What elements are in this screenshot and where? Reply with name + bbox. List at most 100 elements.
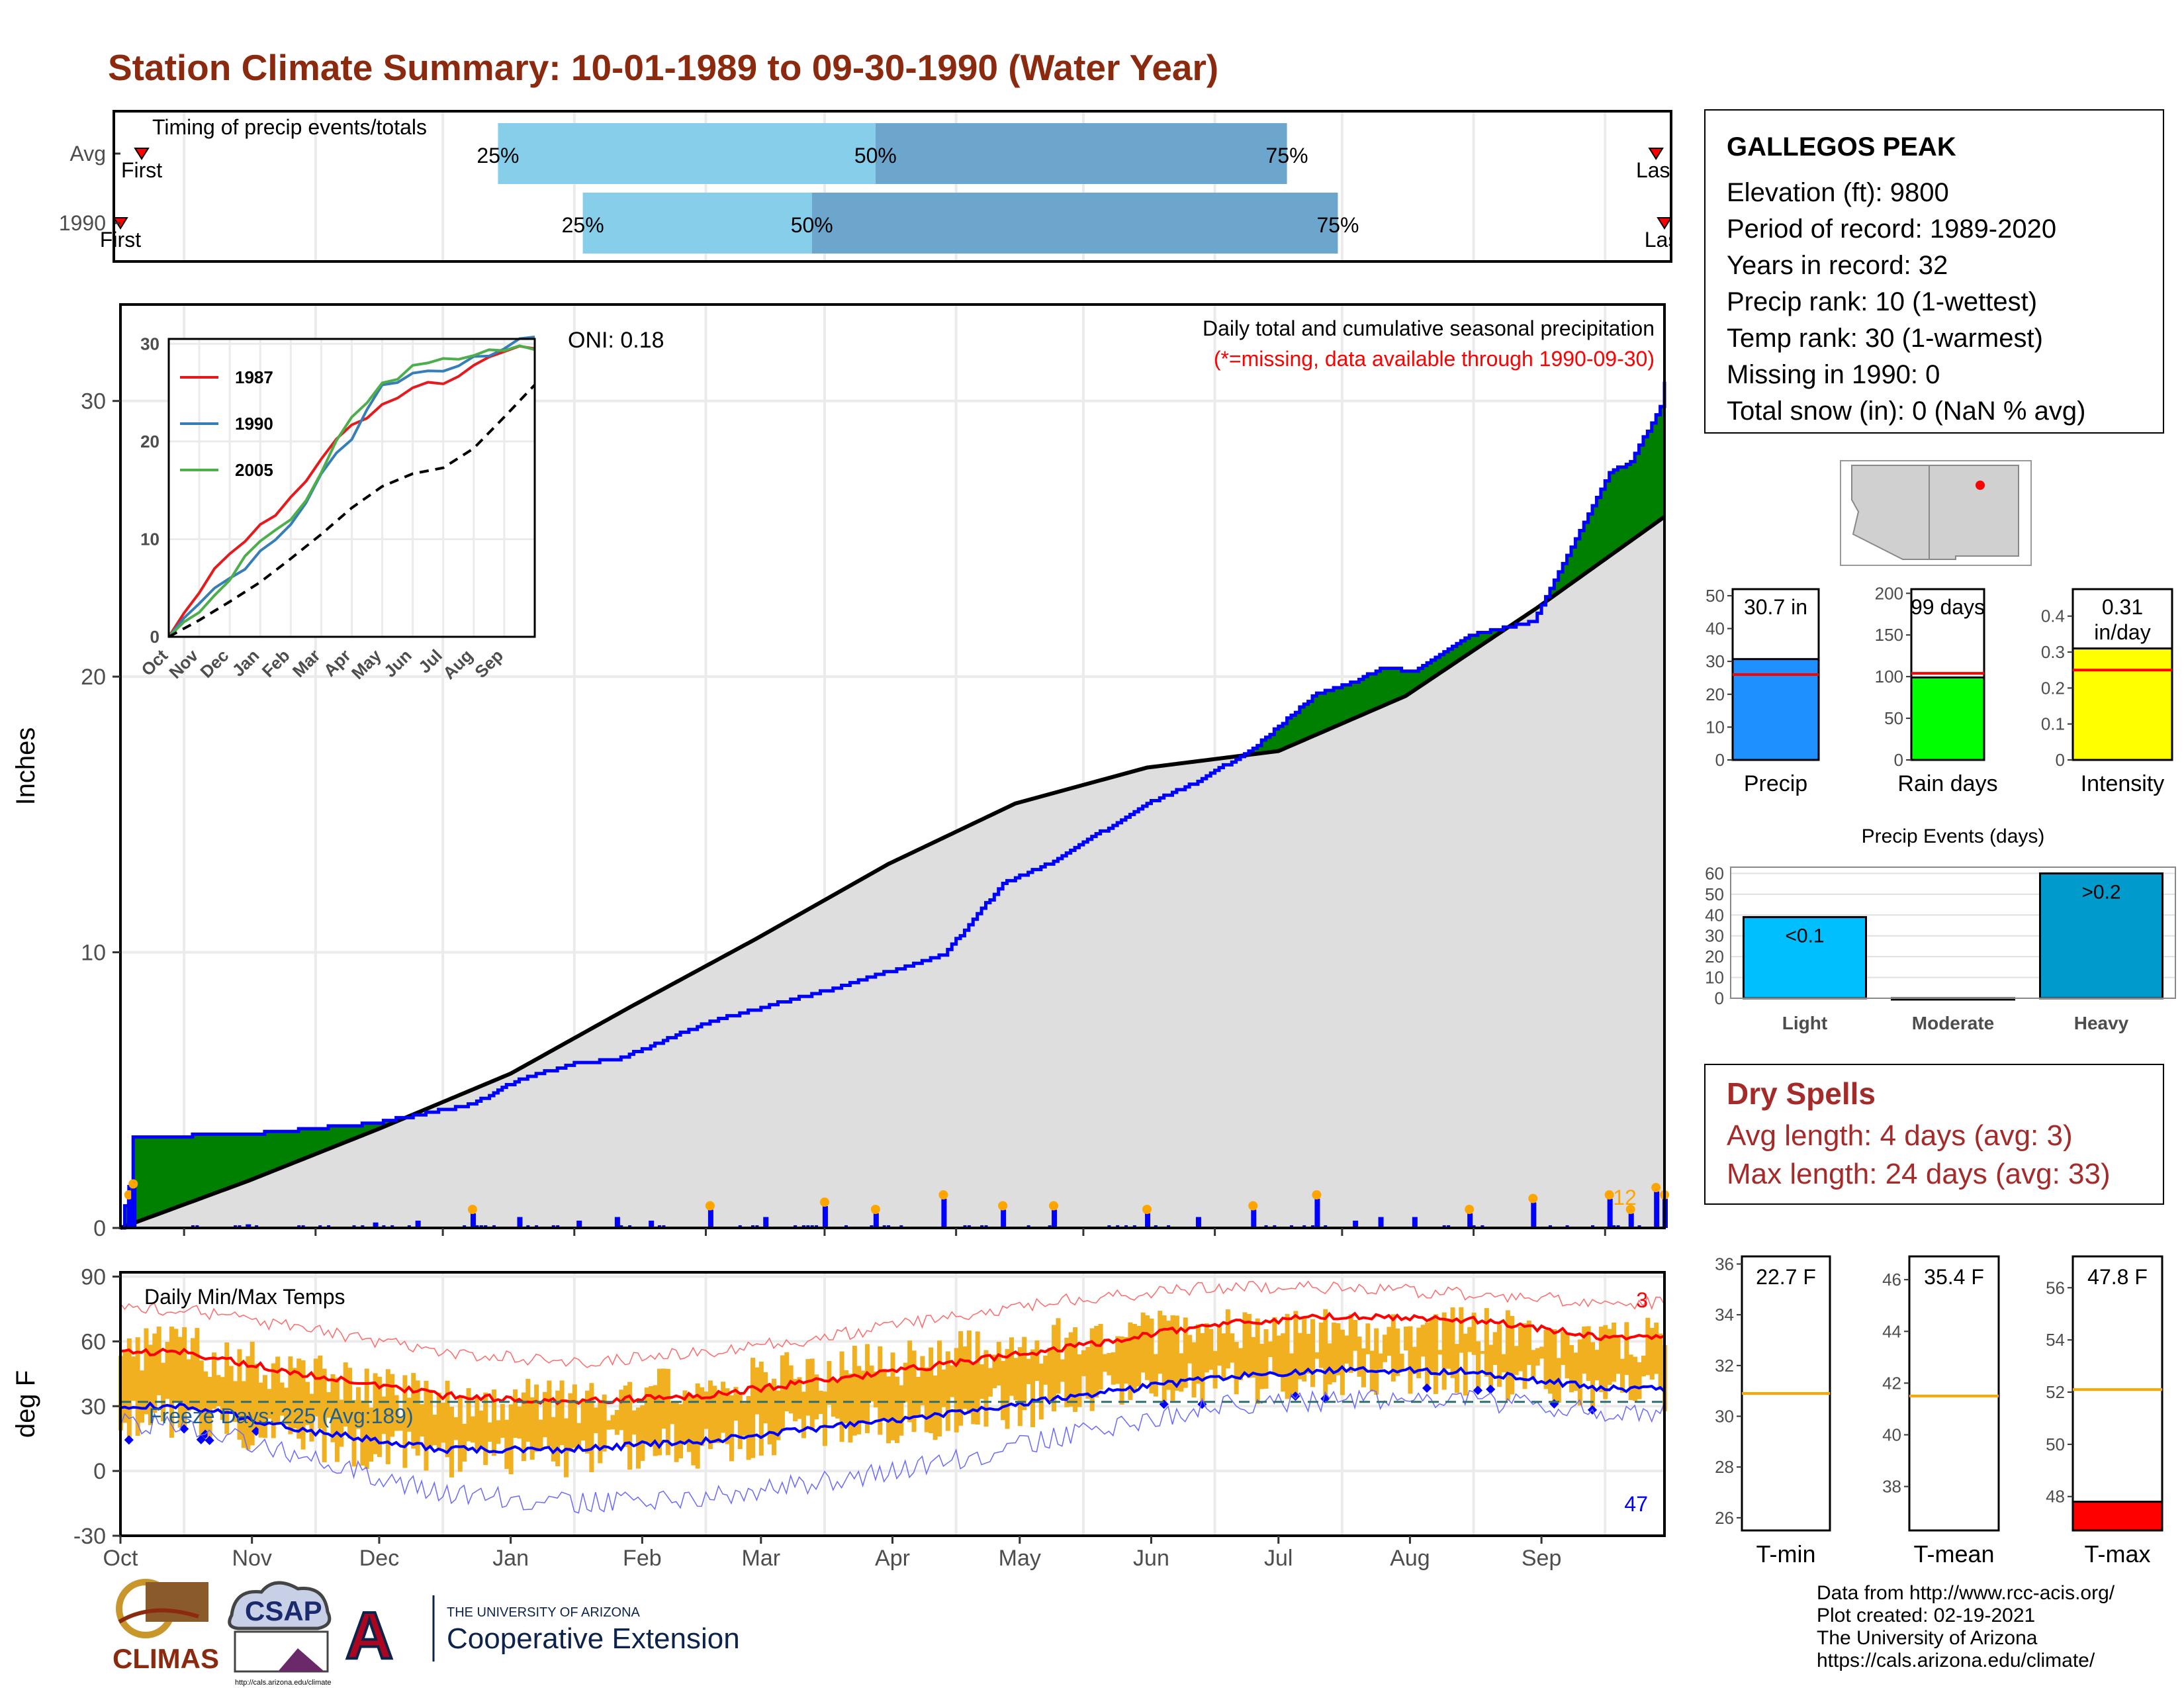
- record-low-count: 47: [1624, 1492, 1648, 1516]
- daily-temp-range-bar: [682, 1390, 688, 1444]
- station-name: GALLEGOS PEAK: [1727, 132, 1956, 162]
- record-high-count: 3: [1636, 1288, 1648, 1312]
- daily-temp-range-bar: [241, 1381, 246, 1448]
- temp-bar-ytick-label: 38: [1882, 1477, 1901, 1497]
- daily-temp-range-bar: [614, 1410, 619, 1435]
- daily-temp-range-bar: [186, 1359, 191, 1411]
- temp-xtick-label: Jan: [492, 1546, 529, 1571]
- daily-temp-range-bar: [551, 1417, 556, 1462]
- daily-temp-range-bar: [1242, 1312, 1248, 1374]
- daily-temp-range-bar: [894, 1376, 899, 1443]
- daily-temp-range-bar: [1263, 1329, 1269, 1389]
- daily-temp-range-bar: [1030, 1349, 1036, 1427]
- daily-temp-range-bar: [1022, 1336, 1027, 1411]
- daily-temp-range-bar: [144, 1328, 149, 1415]
- daily-temp-range-bar: [1547, 1329, 1553, 1394]
- daily-temp-range-bar: [737, 1395, 743, 1450]
- precip-bar-ytick-label: 150: [1875, 625, 1903, 645]
- daily-temp-range-bar: [1136, 1325, 1142, 1387]
- station-snow: Total snow (in): 0 (NaN % avg): [1727, 397, 2086, 426]
- timing-frame-outline: [113, 110, 1672, 263]
- timing-first-label: First: [121, 158, 162, 182]
- daily-temp-range-bar: [1327, 1343, 1332, 1385]
- temp-summary-category: T-min: [1756, 1540, 1816, 1568]
- daily-temp-range-bar: [1115, 1336, 1120, 1384]
- daily-temp-range-bar: [818, 1390, 823, 1415]
- average-min-line: [120, 1365, 1666, 1455]
- precip-bar-ytick-label: 50: [1884, 708, 1903, 728]
- timing-bar-late: [811, 193, 1338, 254]
- daily-precip-marker: [998, 1201, 1008, 1211]
- daily-temp-range-bar: [598, 1401, 603, 1464]
- daily-temp-range-bar: [1251, 1336, 1256, 1378]
- daily-temp-range-bar: [860, 1370, 866, 1423]
- precip-bar-ytick-label: 0: [2056, 750, 2065, 770]
- daily-temp-range-bar: [1514, 1346, 1519, 1376]
- daily-temp-range-bar: [962, 1346, 968, 1409]
- daily-temp-range-bar: [406, 1397, 412, 1432]
- daily-precip-marker: [1248, 1201, 1258, 1211]
- daily-temp-range-bar: [920, 1356, 925, 1405]
- daily-temp-range-bar: [674, 1402, 679, 1462]
- daily-temp-range-bar: [983, 1350, 989, 1427]
- dry-spells-max: Max length: 24 days (avg: 33): [1727, 1158, 2111, 1190]
- precip-events-ytick-label: 40: [1705, 905, 1724, 925]
- daily-temp-range-bar: [1132, 1324, 1137, 1391]
- daily-precip-marker: [819, 1197, 829, 1207]
- daily-temp-range-bar: [173, 1329, 179, 1402]
- daily-temp-range-bar: [907, 1340, 913, 1423]
- daily-temp-range-bar: [224, 1342, 230, 1434]
- temp-chart-title: Daily Min/Max Temps: [144, 1285, 345, 1309]
- daily-temp-range-bar: [156, 1327, 161, 1395]
- daily-temp-range-bar: [758, 1361, 764, 1456]
- credit-line: The University of Arizona: [1817, 1627, 2038, 1649]
- daily-temp-range-bar: [665, 1368, 670, 1456]
- daily-temp-range-bar: [1179, 1353, 1184, 1392]
- daily-temp-range-bar: [237, 1349, 242, 1440]
- temp-ytick-label: 0: [93, 1459, 106, 1484]
- precip-summary-value: 30.7 in: [1744, 595, 1807, 619]
- daily-temp-range-bar: [1085, 1346, 1091, 1399]
- precip-summary-category: Precip: [1744, 771, 1807, 796]
- daily-temp-range-bar: [1102, 1354, 1107, 1372]
- precip-bar-ytick-label: 0: [1894, 750, 1903, 770]
- temp-bar-frame: [2071, 1255, 2163, 1532]
- daily-temp-range-bar: [1285, 1313, 1290, 1399]
- daily-temp-range-bar: [1628, 1354, 1633, 1400]
- daily-temp-range-bar: [207, 1376, 212, 1440]
- daily-temp-range-bar: [1344, 1335, 1349, 1364]
- daily-precip-bar: [1195, 1217, 1201, 1228]
- daily-temp-range-bar: [1658, 1333, 1663, 1390]
- daily-temp-range-bar: [1128, 1322, 1133, 1400]
- csap-logo: CSAP http://cals.arizona.edu/climate: [228, 1581, 332, 1687]
- daily-temp-range-bar: [1170, 1315, 1175, 1401]
- daily-temp-range-bar: [1539, 1346, 1545, 1359]
- daily-temp-range-bar: [856, 1366, 862, 1434]
- daily-temp-range-bar: [1140, 1312, 1146, 1373]
- inset-ytick-label: 0: [150, 627, 159, 647]
- daily-precip-marker: [1142, 1205, 1152, 1214]
- daily-temp-range-bar: [827, 1361, 832, 1405]
- daily-temp-range-bar: [670, 1401, 675, 1425]
- daily-precip-marker: [705, 1201, 715, 1211]
- credit-line: https://cals.arizona.edu/climate/: [1817, 1650, 2095, 1671]
- daily-temp-range-bar: [347, 1368, 353, 1438]
- temp-summary-value: 35.4 F: [1924, 1265, 1984, 1289]
- daily-temp-range-bar: [1208, 1329, 1214, 1370]
- daily-temp-range-bar: [1026, 1358, 1031, 1384]
- daily-temp-range-bar: [508, 1404, 514, 1475]
- daily-temp-range-bar: [1420, 1325, 1426, 1357]
- station-years: Years in record: 32: [1727, 251, 1948, 280]
- daily-temp-range-bar: [1225, 1309, 1230, 1369]
- daily-temp-range-bar: [784, 1352, 790, 1412]
- daily-temp-range-bar: [1056, 1318, 1061, 1394]
- temp-bar-ytick-label: 56: [2046, 1278, 2065, 1297]
- daily-temp-range-bar: [1009, 1337, 1014, 1396]
- daily-temp-range-bar: [355, 1387, 361, 1429]
- daily-temp-range-bar: [1289, 1353, 1294, 1398]
- csap-logo-text: CSAP: [245, 1595, 322, 1626]
- precip-bar-ytick-label: 0.4: [2041, 606, 2065, 626]
- daily-temp-range-bar: [1497, 1324, 1502, 1387]
- daily-precip-marker: [1625, 1205, 1635, 1214]
- daily-temp-range-bar: [1633, 1356, 1638, 1401]
